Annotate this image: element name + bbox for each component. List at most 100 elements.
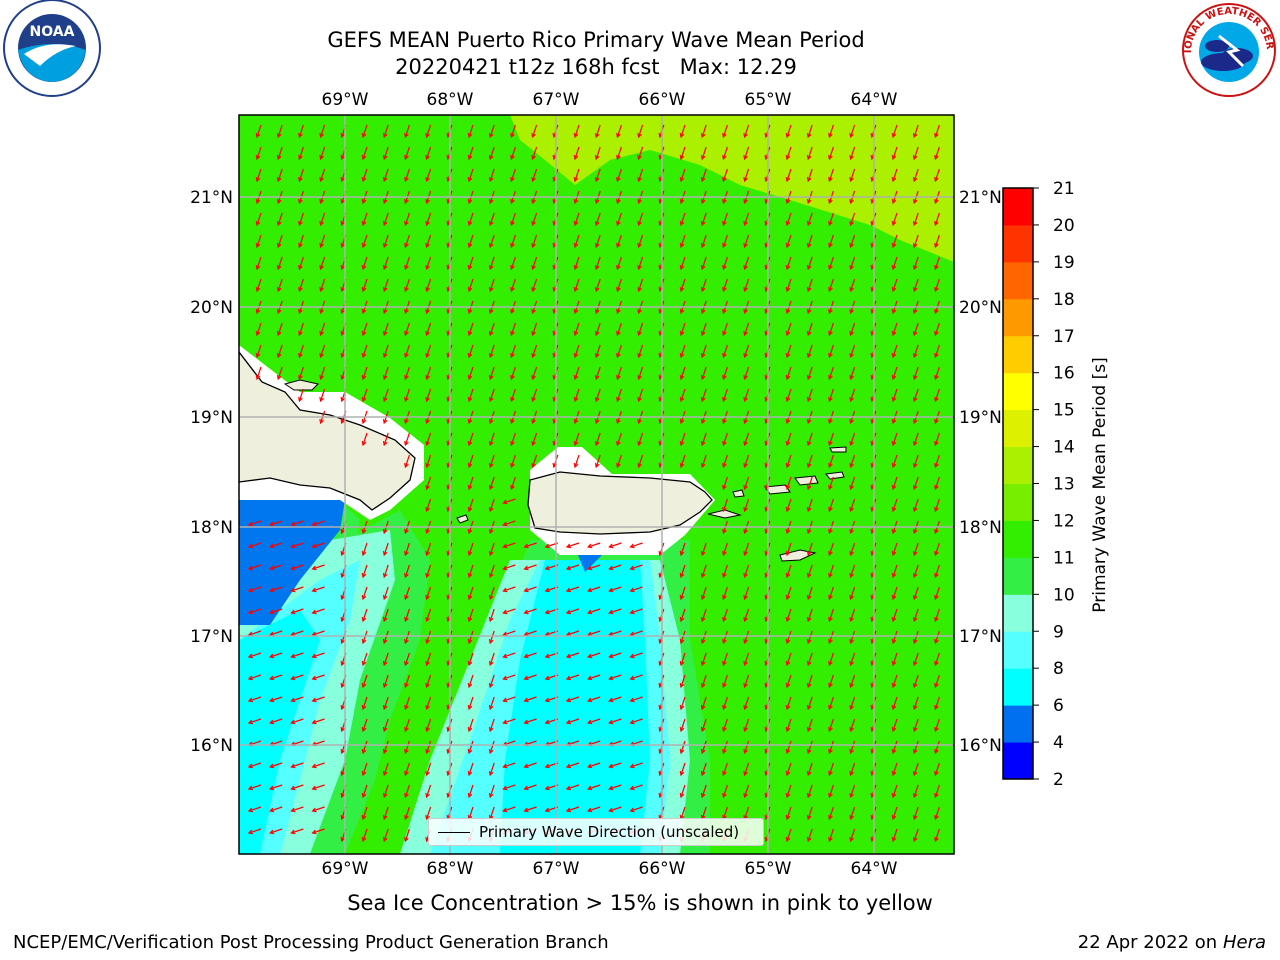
wave-arrow-head	[616, 154, 621, 161]
wave-arrow	[850, 168, 856, 182]
wave-arrow-head	[502, 499, 508, 505]
wave-arrow-head	[269, 719, 275, 725]
wave-arrow-head	[488, 594, 494, 601]
wave-arrow-head	[743, 286, 748, 293]
wave-arrow-head	[340, 638, 346, 645]
wave-arrow-head	[891, 418, 897, 425]
wave-arrow-head	[425, 748, 430, 755]
wave-arrow-head	[785, 198, 791, 205]
wave-arrow	[680, 432, 686, 446]
wave-arrow	[680, 322, 686, 336]
wave-arrow	[630, 586, 643, 592]
wave-arrow	[489, 762, 495, 776]
wave-arrow-head	[608, 565, 614, 571]
wave-arrow-head	[340, 308, 346, 315]
wave-arrow	[489, 344, 495, 358]
wave-arrow	[404, 762, 410, 776]
period-zone-4-6-pr-south	[578, 555, 602, 572]
wave-arrow-head	[404, 286, 409, 293]
wave-arrow-head	[743, 660, 748, 667]
wave-arrow-head	[679, 374, 685, 381]
wave-arrow-head	[269, 543, 275, 549]
wave-arrow	[524, 542, 537, 548]
wave-arrow-head	[594, 308, 600, 315]
colorbar-swatch	[1003, 594, 1033, 632]
wave-arrow-head	[382, 220, 388, 227]
wave-arrow-head	[934, 638, 939, 645]
wave-arrow-head	[743, 594, 748, 601]
wave-arrow-head	[785, 286, 791, 293]
wave-arrow-head	[616, 176, 621, 183]
wave-arrow	[248, 608, 262, 614]
wave-arrow	[588, 806, 601, 812]
wave-arrow-head	[934, 528, 939, 535]
wave-arrow	[532, 322, 538, 336]
wave-arrow	[404, 564, 410, 578]
wave-arrow-head	[531, 132, 536, 139]
wave-arrow-head	[276, 220, 282, 227]
wave-arrow-head	[276, 352, 282, 359]
wave-arrow-head	[629, 653, 635, 659]
wave-arrow	[850, 388, 856, 402]
wave-arrow	[503, 586, 516, 592]
wave-arrow-head	[629, 763, 635, 769]
wave-arrow-head	[743, 176, 748, 183]
wave-arrow-head	[637, 396, 642, 403]
wave-arrow-head	[340, 374, 346, 381]
wave-arrow-head	[785, 748, 791, 755]
wave-arrow	[595, 344, 601, 358]
wave-arrow-head	[891, 572, 897, 579]
lat-label-right: 18°N	[959, 518, 1002, 538]
wave-arrow-head	[298, 286, 303, 293]
wave-arrow-head	[488, 770, 494, 777]
wave-arrow	[468, 740, 474, 754]
wave-arrow-head	[849, 836, 854, 843]
wave-arrow	[404, 740, 410, 754]
wave-arrow-head	[785, 330, 791, 337]
wave-arrow-head	[290, 785, 296, 791]
wave-arrow	[892, 388, 898, 402]
wave-arrow	[426, 234, 432, 248]
wave-arrow-head	[934, 374, 939, 381]
wave-arrow-head	[573, 418, 579, 425]
wave-arrow	[807, 212, 813, 226]
wave-arrow-head	[616, 286, 621, 293]
colorbar-swatch	[1003, 742, 1033, 780]
wave-arrow-head	[425, 550, 430, 557]
wave-arrow	[320, 212, 326, 226]
wave-arrow-head	[743, 242, 748, 249]
wave-arrow-head	[467, 374, 473, 381]
wave-arrow-head	[290, 763, 296, 769]
wave-arrow-head	[319, 330, 324, 337]
wave-arrow-head	[510, 132, 515, 139]
wave-arrow-head	[311, 521, 317, 527]
wave-direction-arrows	[247, 124, 940, 843]
wave-arrow-head	[700, 748, 706, 755]
wave-arrow	[510, 168, 516, 182]
wave-arrow-head	[700, 374, 706, 381]
wave-arrow-head	[722, 616, 727, 623]
wave-arrow-head	[849, 286, 854, 293]
wave-arrow	[489, 278, 495, 292]
wave-arrow	[934, 740, 940, 754]
wave-arrow	[524, 586, 537, 592]
wave-arrow-head	[700, 726, 706, 733]
wave-arrow	[828, 168, 834, 182]
wave-arrow	[532, 146, 538, 160]
wave-arrow	[828, 234, 834, 248]
wave-arrow-head	[269, 587, 275, 593]
wave-arrow	[566, 564, 580, 570]
wave-arrow-head	[637, 264, 642, 271]
wave-arrow-head	[404, 660, 409, 667]
wave-arrow-head	[743, 770, 748, 777]
wave-arrow	[426, 586, 432, 600]
wave-arrow-head	[255, 154, 261, 161]
wave-arrow	[362, 806, 368, 820]
wave-arrow	[934, 762, 940, 776]
footer-date-text: 22 Apr 2022 on	[1077, 932, 1218, 953]
wave-arrow	[828, 608, 834, 622]
wave-arrow	[248, 542, 262, 548]
wave-arrow-head	[912, 704, 918, 711]
wave-arrow	[503, 784, 516, 790]
wave-arrow-head	[785, 264, 791, 271]
